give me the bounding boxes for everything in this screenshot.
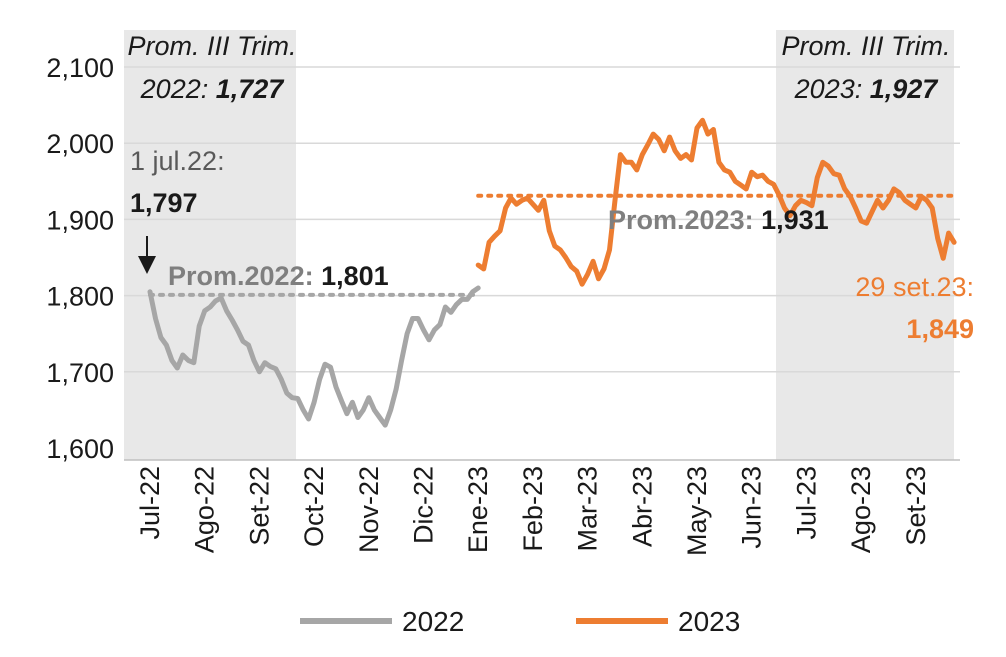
y-tick-label: 1,900 <box>46 205 114 235</box>
x-tick-label: Jul-22 <box>135 466 165 540</box>
end-date-label: 29 set.23: <box>855 272 974 302</box>
x-axis-tick-labels: Jul-22 Ago-22 Set-22 Oct-22 Nov-22 Dic-22 Ene-… <box>135 466 931 556</box>
x-tick-label: Ago-23 <box>846 466 876 553</box>
y-tick-label: 2,100 <box>46 53 114 83</box>
legend: 2022 2023 <box>300 606 740 637</box>
y-tick-label: 1,600 <box>46 434 114 464</box>
avg-2023-value: 1,931 <box>761 205 829 235</box>
x-tick-label: Set-22 <box>244 466 274 546</box>
q3-2023-shaded-band <box>776 30 954 460</box>
q3-2022-shaded-band <box>124 30 296 460</box>
start-date-label: 1 jul.22: <box>130 146 225 176</box>
q3-2023-value: 1,927 <box>870 74 940 104</box>
y-tick-label: 1,700 <box>46 358 114 388</box>
series-2022-line <box>147 285 481 428</box>
avg-2022-label-text: Prom.2022: <box>168 261 314 291</box>
avg-2022-value: 1,801 <box>321 261 389 291</box>
q3-2022-label-line1: Prom. III Trim. <box>128 31 297 61</box>
x-tick-label: Ene-23 <box>463 466 493 553</box>
x-tick-label: Dic-22 <box>409 466 439 544</box>
x-tick-label: Set-23 <box>901 466 931 546</box>
gridlines <box>124 66 960 373</box>
q3-2023-label-line1: Prom. III Trim. <box>782 31 951 61</box>
y-axis-tick-labels: 1,600 1,700 1,800 1,900 2,000 2,100 <box>46 53 114 464</box>
x-tick-label: May-23 <box>682 466 712 556</box>
y-tick-label: 2,000 <box>46 129 114 159</box>
x-tick-label: Oct-22 <box>299 466 329 547</box>
q3-2023-label-line2: 2023: 1,927 <box>794 74 940 104</box>
start-value-label: 1,797 <box>130 188 198 218</box>
x-tick-label: Jul-23 <box>791 466 821 540</box>
x-tick-label: Jun-23 <box>737 466 767 549</box>
x-tick-label: Feb-23 <box>518 466 548 552</box>
series-2023-line <box>475 117 957 287</box>
x-tick-label: Abr-23 <box>627 466 657 547</box>
start-arrow-head-icon <box>138 256 156 274</box>
y-tick-label: 1,800 <box>46 282 114 312</box>
q3-2023-prefix: 2023: <box>794 74 863 104</box>
legend-2023-label: 2023 <box>678 606 740 637</box>
q3-2022-prefix: 2022: <box>140 74 209 104</box>
x-tick-label: Ago-22 <box>190 466 220 553</box>
legend-2022-label: 2022 <box>402 606 464 637</box>
end-value-label: 1,849 <box>906 314 974 344</box>
q3-2022-value: 1,727 <box>216 74 286 104</box>
avg-2023-label-text: Prom.2023: <box>608 205 754 235</box>
q3-2022-label-line2: 2022: 1,727 <box>140 74 286 104</box>
avg-2022-label: Prom.2022: 1,801 <box>168 261 389 291</box>
x-tick-label: Nov-22 <box>354 466 384 553</box>
avg-2023-label: Prom.2023: 1,931 <box>608 205 829 235</box>
x-tick-label: Mar-23 <box>573 466 603 552</box>
